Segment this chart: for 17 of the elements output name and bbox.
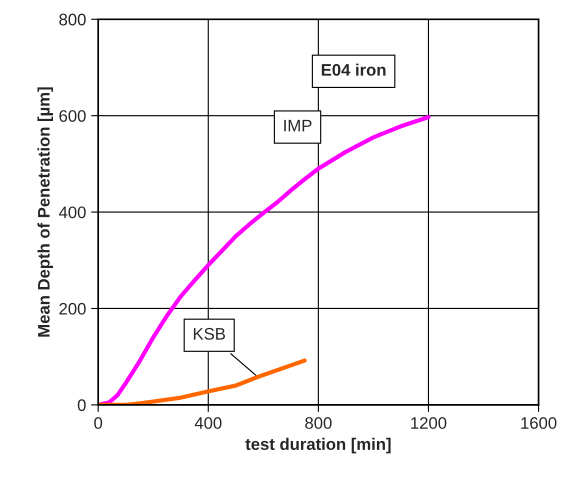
x-tick-label: 0 — [94, 417, 102, 429]
y-tick-label: 0 — [78, 399, 86, 412]
text: IMP — [284, 120, 312, 132]
x-axis-title: test duration [min] — [245, 438, 391, 454]
text: E04 iron — [322, 64, 386, 76]
x-tick-label: 1200 — [411, 417, 446, 429]
line-series — [98, 358, 307, 405]
text: KSB — [194, 328, 225, 340]
x-tick-label: 400 — [194, 417, 222, 429]
y-tick-label: 400 — [58, 206, 86, 218]
x-tick-label: 1600 — [521, 417, 556, 429]
y-tick-label: 200 — [59, 302, 86, 315]
x-tick-label: 800 — [305, 417, 332, 429]
y-tick-label: 800 — [59, 14, 86, 26]
y-tick-label: 600 — [59, 110, 86, 122]
y-axis-title: Mean Depth of Penetration [µm] — [37, 87, 54, 337]
line-series — [98, 115, 431, 405]
